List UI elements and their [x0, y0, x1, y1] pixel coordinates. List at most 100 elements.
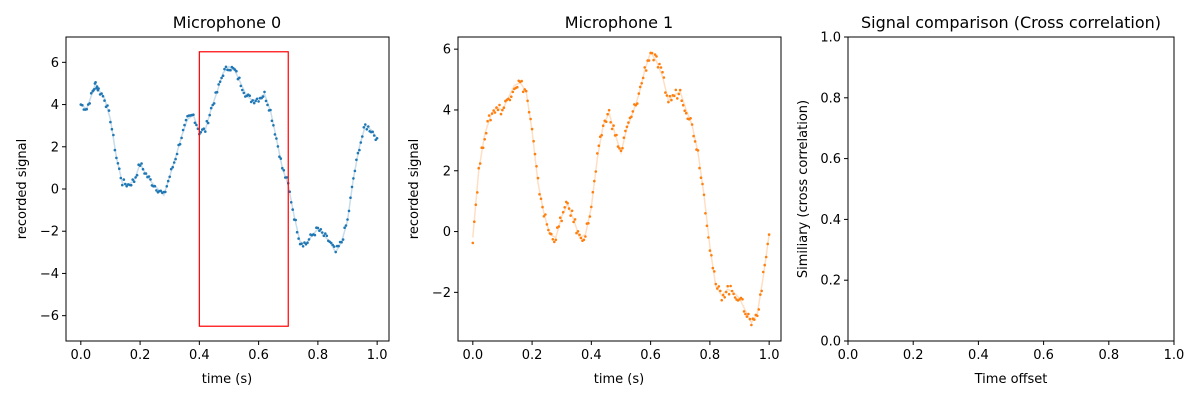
- data-point: [767, 233, 771, 236]
- data-point: [643, 66, 646, 69]
- data-point: [710, 254, 713, 257]
- data-point: [621, 146, 624, 150]
- chart-title: Signal comparison (Cross correlation): [861, 13, 1161, 32]
- data-point: [100, 92, 103, 95]
- data-point: [331, 243, 335, 247]
- data-point: [316, 226, 320, 230]
- panel-microphone-1: Microphone 1 0.0 0.2 0.4 0.6 0.8 1.0 −2 0 2 4 6 t…: [407, 13, 782, 387]
- data-point: [295, 230, 299, 234]
- data-point: [698, 166, 701, 170]
- data-point: [375, 137, 379, 140]
- data-point: [297, 237, 300, 240]
- data-point: [625, 125, 629, 129]
- data-point: [325, 234, 329, 238]
- data-point: [539, 197, 543, 201]
- data-point: [332, 245, 336, 248]
- data-point: [727, 292, 731, 296]
- data-point: [521, 90, 525, 94]
- data-point: [153, 184, 157, 188]
- data-point: [344, 224, 348, 227]
- data-point: [282, 169, 286, 172]
- data-point: [711, 266, 715, 270]
- data-point: [196, 127, 200, 131]
- data-point: [753, 318, 756, 321]
- data-point: [708, 249, 712, 252]
- data-point: [94, 81, 97, 84]
- x-axis-label: time (s): [202, 372, 252, 387]
- data-point: [204, 130, 207, 133]
- data-point: [501, 108, 504, 112]
- data-point: [223, 67, 226, 71]
- data-point: [483, 138, 487, 141]
- data-point: [689, 117, 692, 120]
- data-point: [510, 95, 513, 98]
- data-point: [215, 90, 219, 94]
- data-point: [306, 241, 309, 244]
- data-point: [573, 218, 577, 221]
- data-point: [523, 88, 526, 91]
- data-point: [371, 130, 375, 134]
- data-point: [530, 127, 534, 131]
- data-point: [322, 234, 326, 238]
- data-point: [135, 173, 139, 177]
- data-point: [590, 205, 593, 209]
- data-point: [275, 137, 278, 140]
- data-point: [616, 145, 620, 148]
- data-point: [553, 240, 556, 244]
- data-point: [496, 108, 500, 112]
- data-point: [745, 315, 749, 318]
- data-point: [340, 240, 343, 244]
- y-tick-label: 4: [51, 98, 59, 113]
- data-point: [641, 76, 645, 80]
- data-point: [313, 233, 317, 237]
- data-point: [367, 125, 370, 128]
- panel-cross-correlation: Signal comparison (Cross correlation) 0.…: [796, 13, 1184, 387]
- data-point: [121, 183, 124, 187]
- data-point: [362, 126, 366, 129]
- data-point: [205, 119, 209, 123]
- data-point: [272, 124, 275, 127]
- data-point: [372, 134, 376, 137]
- data-point: [355, 158, 358, 162]
- data-point: [241, 88, 244, 92]
- data-point: [251, 99, 254, 102]
- data-point: [132, 180, 136, 183]
- data-point: [144, 172, 148, 175]
- x-tick-label: 0.0: [838, 348, 859, 363]
- data-point: [726, 284, 729, 288]
- data-point: [115, 156, 118, 160]
- data-point: [358, 148, 361, 152]
- data-point: [612, 124, 615, 127]
- data-point: [147, 175, 151, 178]
- data-point: [576, 230, 580, 233]
- data-point: [169, 167, 173, 171]
- data-point: [492, 109, 495, 112]
- data-point: [600, 133, 603, 137]
- data-point: [209, 106, 213, 110]
- data-point: [596, 152, 599, 155]
- data-point: [229, 68, 232, 72]
- data-point: [334, 250, 338, 254]
- data-point: [744, 312, 747, 316]
- data-point: [279, 157, 283, 160]
- data-point: [696, 149, 700, 152]
- data-point: [119, 176, 123, 180]
- data-point: [168, 175, 171, 179]
- data-point: [733, 296, 737, 299]
- data-point: [502, 106, 506, 109]
- data-point: [557, 225, 561, 228]
- data-point: [89, 92, 93, 95]
- data-point: [495, 106, 498, 109]
- data-point: [109, 120, 112, 124]
- y-tick-label: 0.8: [820, 91, 841, 106]
- data-point: [248, 94, 251, 97]
- data-point: [547, 228, 550, 232]
- data-points: [79, 65, 379, 254]
- data-point: [269, 108, 272, 112]
- y-axis-label: Similiary (cross correlation): [796, 100, 811, 278]
- data-point: [490, 112, 494, 115]
- data-point: [324, 232, 327, 235]
- data-point: [587, 222, 590, 225]
- data-point: [560, 219, 563, 223]
- data-point: [155, 189, 158, 192]
